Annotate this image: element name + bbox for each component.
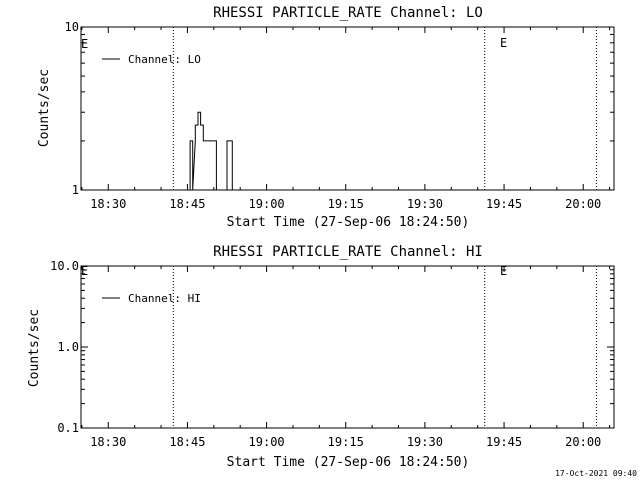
legend-label: Channel: HI: [128, 292, 201, 305]
x-tick-label: 20:00: [565, 197, 601, 211]
x-tick-label: 18:45: [169, 197, 205, 211]
x-tick-label: 19:15: [328, 197, 364, 211]
panel-title: RHESSI PARTICLE_RATE Channel: HI: [213, 244, 483, 260]
x-tick-label: 18:30: [90, 197, 126, 211]
data-series-line: [189, 111, 233, 191]
y-tick-label: 1: [72, 183, 79, 197]
y-tick-label: 10: [65, 20, 79, 34]
x-tick-label: 18:30: [90, 435, 126, 449]
x-tick-label: 19:30: [407, 197, 443, 211]
plot-frame: [80, 26, 615, 191]
event-mark-left: E: [81, 264, 88, 278]
panel-hi: RHESSI PARTICLE_RATE Channel: HI 18:30 18…: [27, 244, 615, 470]
event-mark-right: E: [500, 36, 507, 50]
y-tick-label: 0.1: [57, 421, 79, 435]
panel-lo: RHESSI PARTICLE_RATE Channel: LO 18:30 18…: [37, 5, 615, 230]
x-tick-label: 20:00: [565, 435, 601, 449]
x-axis-label: Start Time (27-Sep-06 18:24:50): [227, 455, 470, 470]
x-tick-label: 18:45: [169, 435, 205, 449]
x-tick-label: 19:15: [328, 435, 364, 449]
event-mark-right: E: [500, 264, 507, 278]
plot-area: 18:30 18:45 19:00 19:15 19:30 19:45 20:00 1 10: [65, 20, 615, 211]
x-axis-label: Start Time (27-Sep-06 18:24:50): [227, 215, 470, 230]
legend-label: Channel: LO: [128, 53, 201, 66]
x-tick-label: 19:45: [486, 435, 522, 449]
y-tick-label: 10.0: [50, 259, 79, 273]
x-tick-label: 19:00: [249, 197, 285, 211]
panel-title: RHESSI PARTICLE_RATE Channel: LO: [213, 5, 483, 21]
y-axis-label: Counts/sec: [27, 309, 42, 387]
plot-frame: [80, 265, 615, 429]
footer-timestamp: 17-Oct-2021 09:40: [555, 469, 637, 478]
event-mark-left: E: [81, 37, 88, 51]
plot-area: 18:30 18:45 19:00 19:15 19:30 19:45 20:00 0.1 1.…: [50, 259, 615, 449]
y-tick-label: 1.0: [57, 340, 79, 354]
x-tick-label: 19:00: [249, 435, 285, 449]
x-tick-label: 19:30: [407, 435, 443, 449]
x-tick-label: 19:45: [486, 197, 522, 211]
y-axis-label: Counts/sec: [37, 69, 52, 147]
